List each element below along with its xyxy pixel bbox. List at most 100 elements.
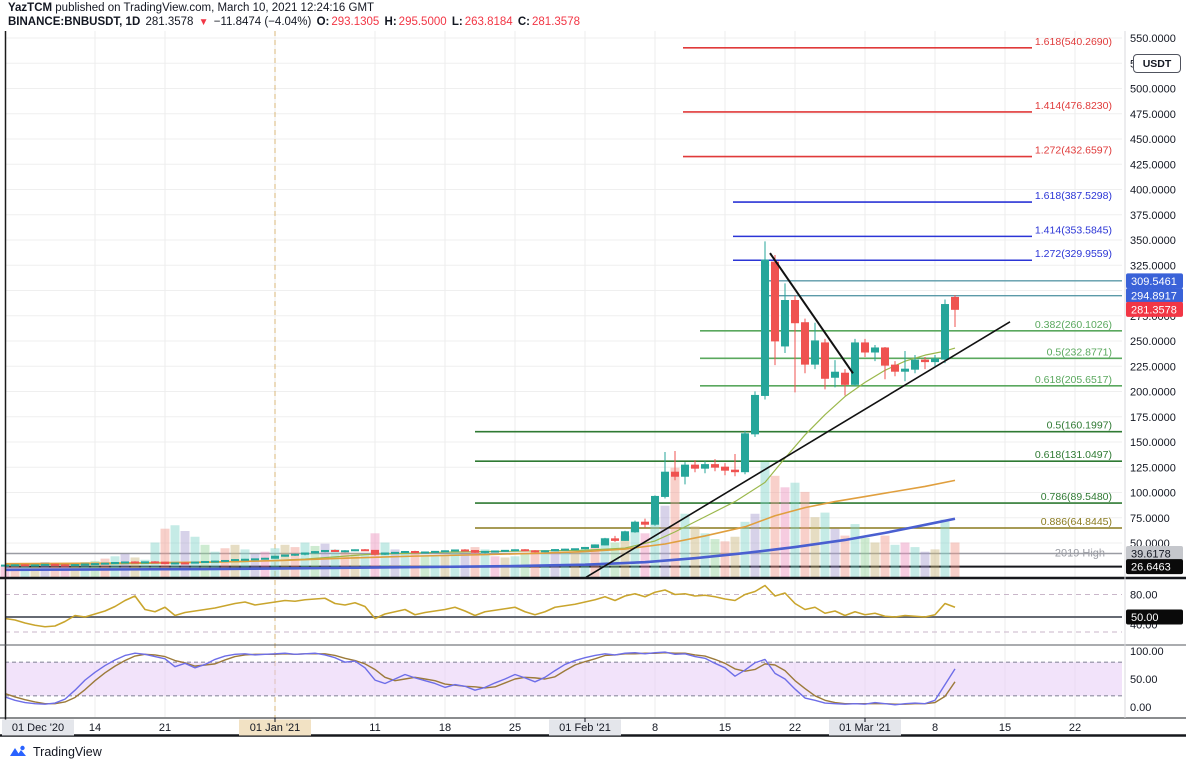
candle [421,551,429,554]
price-tick-label: 450.0000 [1130,134,1176,146]
candle-body [201,560,209,563]
candle [321,549,329,553]
candle-body [691,464,699,469]
fib-ext-red-label: 1.414(476.8230) [1035,100,1112,112]
candle-body [111,561,119,564]
candle [741,430,749,475]
volume-bar [640,533,650,577]
candle [151,561,159,564]
candle [641,518,649,528]
candle [381,552,389,556]
candle [751,391,759,437]
volume-bar [30,566,40,577]
volume-bar [310,545,320,577]
currency-toggle-button[interactable]: USDT [1133,54,1181,73]
low-value: 263.8184 [464,16,513,28]
fib-ext-blue-label: 1.618(387.5298) [1035,190,1112,202]
candle-body [181,562,189,565]
fib-ext-red-label: 1.618(540.2690) [1035,36,1112,48]
candle-body [841,372,849,385]
volume-bar [390,549,400,577]
candle [301,552,309,556]
price-tick-label: 150.0000 [1130,437,1176,449]
candle-body [71,564,79,567]
volume-bar [200,544,210,577]
volume-bar [350,552,360,577]
price-badge-text: 309.5461 [1131,276,1177,288]
candle [821,338,829,390]
volume-bar [480,549,490,577]
candle-body [51,563,59,566]
price-badge: 281.3578 [1126,301,1183,317]
candle [141,561,149,564]
volume-bar [590,544,600,577]
price-tick-label: 425.0000 [1130,159,1176,171]
candle-body [381,552,389,555]
low-label: L: [451,16,463,28]
fib-levels-layer: 1.618(540.2690) 1.414(476.8230) 1.272(432.… [475,36,1122,529]
candle [311,551,319,554]
candle-body [591,544,599,548]
volume-bar [20,565,30,577]
candle-body [601,538,609,546]
candle-body [781,299,789,347]
volume-bar [330,549,340,577]
rsi-line [4,584,956,628]
published-line: YazTCM published on TradingView.com, Mar… [8,1,582,15]
candle-body [171,562,179,565]
candle [261,557,269,560]
candle-body [241,558,249,561]
candle-body [501,549,509,552]
candle-body [21,564,29,567]
candle-body [921,359,929,363]
volume-bar [620,535,630,577]
candle [181,562,189,565]
candle-body [101,562,109,565]
candle-body [651,495,659,525]
candle-body [191,561,199,564]
time-axis[interactable]: 01 Dec '20 14 21 01 Jan '21 11 18 25 01 Feb '21… [2,718,1081,736]
volume-bar [170,525,180,577]
symbol-interval[interactable]: BINANCE:BNBUSDT, 1D [8,16,141,28]
candle-body [731,469,739,473]
uptrend-line[interactable] [585,321,1011,579]
candle [701,461,709,474]
symbol-line: BINANCE:BNBUSDT, 1D 281.3578 ▼ −11.8474 … [8,15,582,30]
close-label: C: [517,16,531,28]
time-tick-label: 15 [999,722,1011,734]
candle-body [521,549,529,552]
price-badge: 294.8917 [1126,288,1183,304]
candle-body [151,561,159,564]
candle [241,558,249,561]
price-badge-text: 39.6178 [1131,548,1171,560]
candle-body [231,559,239,562]
volume-bar [260,551,270,577]
stoch-tick-label: 0.00 [1130,702,1151,714]
candle-body [931,358,939,363]
candle-body [821,342,829,379]
volume-bar [790,482,800,577]
candle-body [761,259,769,396]
volume-bar [880,535,890,577]
candle-body [481,550,489,553]
price-tick-label: 175.0000 [1130,412,1176,424]
candle-body [11,564,19,567]
candle [651,495,659,526]
time-tick-label: 22 [1069,722,1081,734]
candle-body [411,550,419,554]
price-tick-label: 200.0000 [1130,387,1176,399]
price-change: −11.8474 (−4.04%) [213,16,312,28]
volume-bar [650,517,660,577]
volume-bar [830,528,840,577]
tradingview-attribution[interactable]: TradingView [8,743,102,761]
downtrend-line[interactable] [769,252,854,374]
volume-bar [700,533,710,577]
fib-retr-lower-label: 0.886(64.8445) [1041,516,1112,528]
candle-body [251,558,259,561]
price-badge-bg [1126,559,1183,575]
grid-layer [5,31,1122,718]
month-label-bg [549,719,621,736]
candle-body [871,347,879,353]
candle-body [531,550,539,553]
